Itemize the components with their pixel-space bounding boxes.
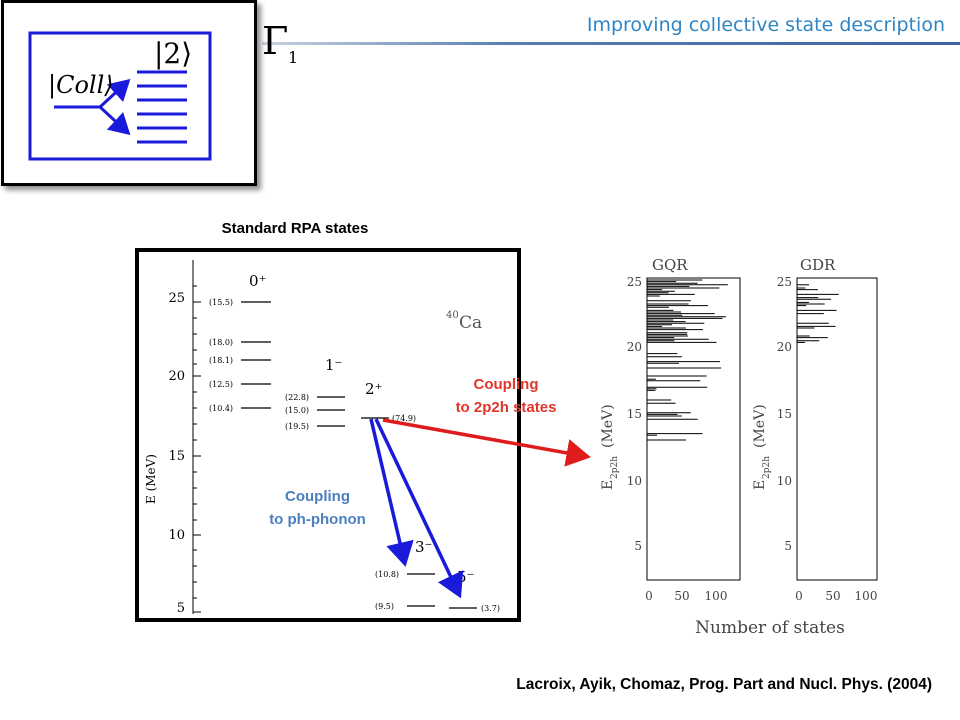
nucleus-mass: 40	[446, 310, 459, 321]
gdr-y-tick-15: 15	[777, 407, 792, 421]
rpa-y-tick-25: 25	[168, 291, 185, 306]
rpa-y-tick-marks	[193, 285, 201, 613]
gdr-y-tick-20: 20	[777, 340, 792, 354]
citation: Lacroix, Ayik, Chomaz, Prog. Part and Nu…	[516, 676, 932, 693]
nucleus-symbol: Ca	[459, 313, 482, 333]
histogram-x-axis-label: Number of states	[695, 618, 845, 638]
gqr-x-tick-100: 100	[705, 589, 728, 603]
gdr-y-axis-main: E	[752, 480, 768, 490]
rpa-y-tick-labels: 5 10 15 20 25	[168, 291, 185, 616]
level-label: (15.5)	[209, 298, 233, 307]
level-label: (9.5)	[375, 602, 394, 611]
gqr-y-tick-5: 5	[634, 539, 642, 553]
histogram-figure: GQR GDR 5 10 15 20 25 5 10 15 20 25 E 2p…	[600, 256, 878, 638]
level-label: (22.8)	[285, 393, 309, 402]
level-label: (3.7)	[481, 604, 500, 613]
level-labels-0plus: (15.5) (18.0) (18.1) (12.5) (10.4)	[209, 298, 233, 413]
gqr-y-axis-label: E 2p2h (MeV)	[600, 404, 620, 490]
gdr-x-tick-50: 50	[825, 589, 840, 603]
column-3minus: 3⁻	[415, 538, 432, 556]
coupling-2p2h-line1: Coupling	[473, 376, 539, 393]
gdr-x-tick-100: 100	[855, 589, 878, 603]
column-2plus: 2⁺	[365, 380, 382, 398]
levels-1minus	[317, 396, 345, 427]
gqr-y-tick-20: 20	[627, 340, 642, 354]
gqr-y-axis-sub: 2p2h	[610, 456, 620, 479]
level-label: (18.1)	[209, 356, 233, 365]
gqr-y-tick-10: 10	[627, 474, 642, 488]
schematic-box	[28, 31, 212, 161]
level-labels-1minus: (22.8) (15.0) (19.5)	[285, 393, 309, 431]
rpa-y-tick-20: 20	[168, 369, 185, 384]
coupling-2p2h-line2: to 2p2h states	[455, 399, 557, 416]
coupling-phonon-line1: Coupling	[285, 488, 350, 505]
coupling-2p2h-note: Coupling to 2p2h states	[430, 373, 582, 419]
arrow-down-icon	[98, 105, 131, 136]
level-labels-3minus: (10.8) (9.5)	[375, 570, 399, 611]
gdr-x-tick-0: 0	[795, 589, 803, 603]
gqr-x-tick-50: 50	[674, 589, 689, 603]
coupling-schematic: |2⟩ |Coll⟩	[1, 0, 257, 186]
gqr-y-tick-15: 15	[627, 407, 642, 421]
level-label: (19.5)	[285, 422, 309, 431]
gqr-y-tick-25: 25	[627, 275, 642, 289]
gqr-y-tick-labels: 5 10 15 20 25	[627, 275, 642, 553]
level-label: (12.5)	[209, 380, 233, 389]
gqr-y-axis-main: E	[600, 480, 616, 490]
level-label: (18.0)	[209, 338, 233, 347]
ket-coll: |Coll⟩	[48, 71, 114, 100]
rpa-level-scheme: 5 10 15 20 25 E (MeV) 40 Ca 0⁺ 1⁻ 2⁺ 3⁻ …	[135, 248, 521, 622]
column-0plus: 0⁺	[249, 272, 266, 290]
gdr-y-tick-10: 10	[777, 474, 792, 488]
level-label: (10.4)	[209, 404, 233, 413]
gdr-y-axis-sub: 2p2h	[762, 456, 772, 479]
coupling-phonon-note: Coupling to ph-phonon	[240, 485, 395, 531]
rpa-y-tick-10: 10	[168, 528, 185, 543]
gqr-y-axis-unit: (MeV)	[600, 404, 616, 448]
gqr-title: GQR	[652, 256, 688, 274]
header-rule	[262, 42, 960, 45]
rpa-y-tick-5: 5	[177, 601, 185, 616]
coupling-phonon-line2: to ph-phonon	[269, 511, 366, 528]
gqr-x-tick-0: 0	[645, 589, 653, 603]
gdr-y-tick-25: 25	[777, 275, 792, 289]
gamma-subscript: 1	[288, 48, 298, 67]
gdr-y-tick-labels: 5 10 15 20 25	[777, 275, 792, 553]
level-label: (10.8)	[375, 570, 399, 579]
arrow-up-icon	[98, 78, 131, 109]
gdr-title: GDR	[800, 256, 836, 274]
rpa-level-scheme-svg: 5 10 15 20 25 E (MeV) 40 Ca 0⁺ 1⁻ 2⁺ 3⁻ …	[144, 260, 500, 616]
gdr-frame	[796, 277, 878, 581]
state-levels	[137, 70, 187, 144]
gdr-y-axis-label: E 2p2h (MeV)	[752, 404, 772, 490]
levels-3minus	[407, 573, 435, 607]
gdr-x-tick-labels: 0 50 100	[795, 589, 877, 603]
ket-two: |2⟩	[154, 37, 192, 70]
column-5minus: 5⁻	[457, 568, 474, 586]
gdr-y-tick-5: 5	[784, 539, 792, 553]
gamma-letter: Γ	[262, 19, 288, 63]
column-1minus: 1⁻	[325, 356, 342, 374]
level-label: (74.9)	[392, 414, 416, 423]
rpa-y-axis-label: E (MeV)	[144, 454, 158, 504]
levels-0plus	[241, 301, 271, 409]
gqr-bars	[647, 279, 728, 441]
gdr-bars	[797, 284, 839, 343]
gqr-frame	[646, 277, 741, 581]
gamma-symbol: Γ 1	[262, 19, 298, 67]
gdr-y-axis-unit: (MeV)	[752, 404, 768, 448]
slide-title: Improving collective state description	[586, 14, 945, 36]
level-label: (15.0)	[285, 406, 309, 415]
rpa-section-label: Standard RPA states	[221, 220, 369, 237]
gqr-x-tick-labels: 0 50 100	[645, 589, 727, 603]
rpa-y-tick-15: 15	[168, 449, 185, 464]
coupling-schematic-svg: |2⟩ |Coll⟩	[28, 31, 212, 161]
